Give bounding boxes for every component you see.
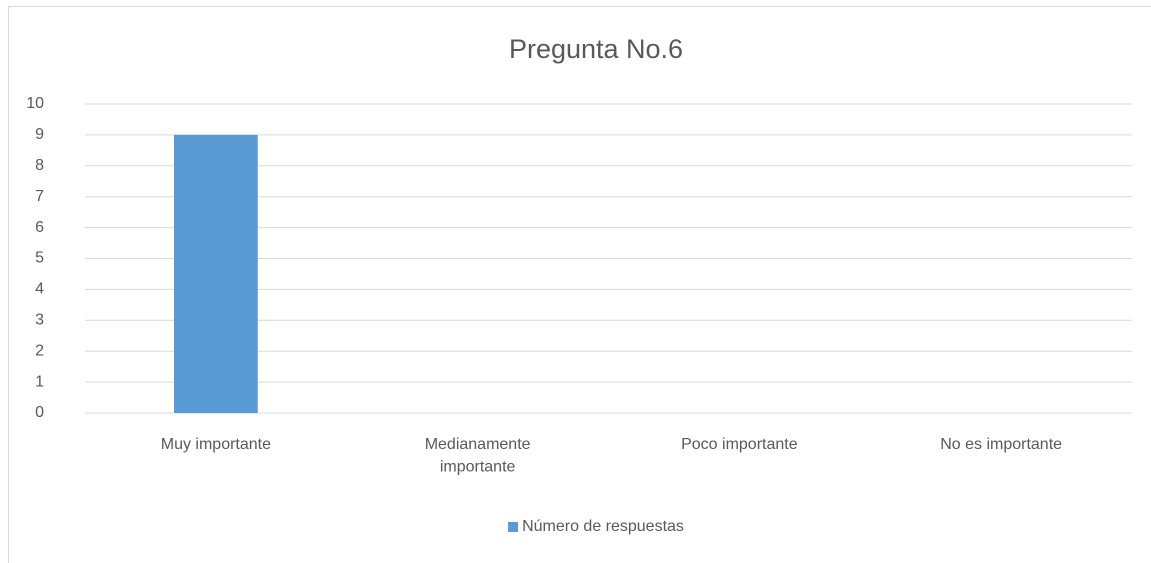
x-tick-label: Poco importante — [681, 436, 798, 453]
y-tick-label: 8 — [35, 157, 44, 174]
legend-label: Número de respuestas — [522, 518, 684, 535]
y-tick-label: 4 — [35, 281, 44, 298]
bar — [173, 134, 258, 413]
y-tick-label: 9 — [35, 126, 44, 143]
y-tick-label: 2 — [35, 342, 44, 359]
x-tick-label: Muy importante — [161, 436, 271, 453]
y-tick-label: 7 — [35, 188, 44, 205]
y-tick-label: 10 — [26, 95, 44, 112]
y-tick-label: 1 — [35, 373, 44, 390]
y-tick-label: 6 — [35, 219, 44, 236]
chart-title: Pregunta No.6 — [509, 34, 683, 64]
x-tick-label: No es importante — [940, 436, 1062, 453]
x-tick-label: Medianamente importante — [425, 436, 531, 475]
y-tick-label: 3 — [35, 312, 44, 329]
y-tick-label: 0 — [35, 404, 44, 421]
y-tick-label: 5 — [35, 250, 44, 267]
legend-swatch — [508, 522, 519, 532]
